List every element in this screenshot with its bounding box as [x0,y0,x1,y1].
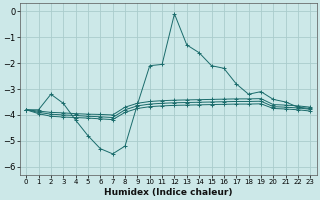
X-axis label: Humidex (Indice chaleur): Humidex (Indice chaleur) [104,188,233,197]
